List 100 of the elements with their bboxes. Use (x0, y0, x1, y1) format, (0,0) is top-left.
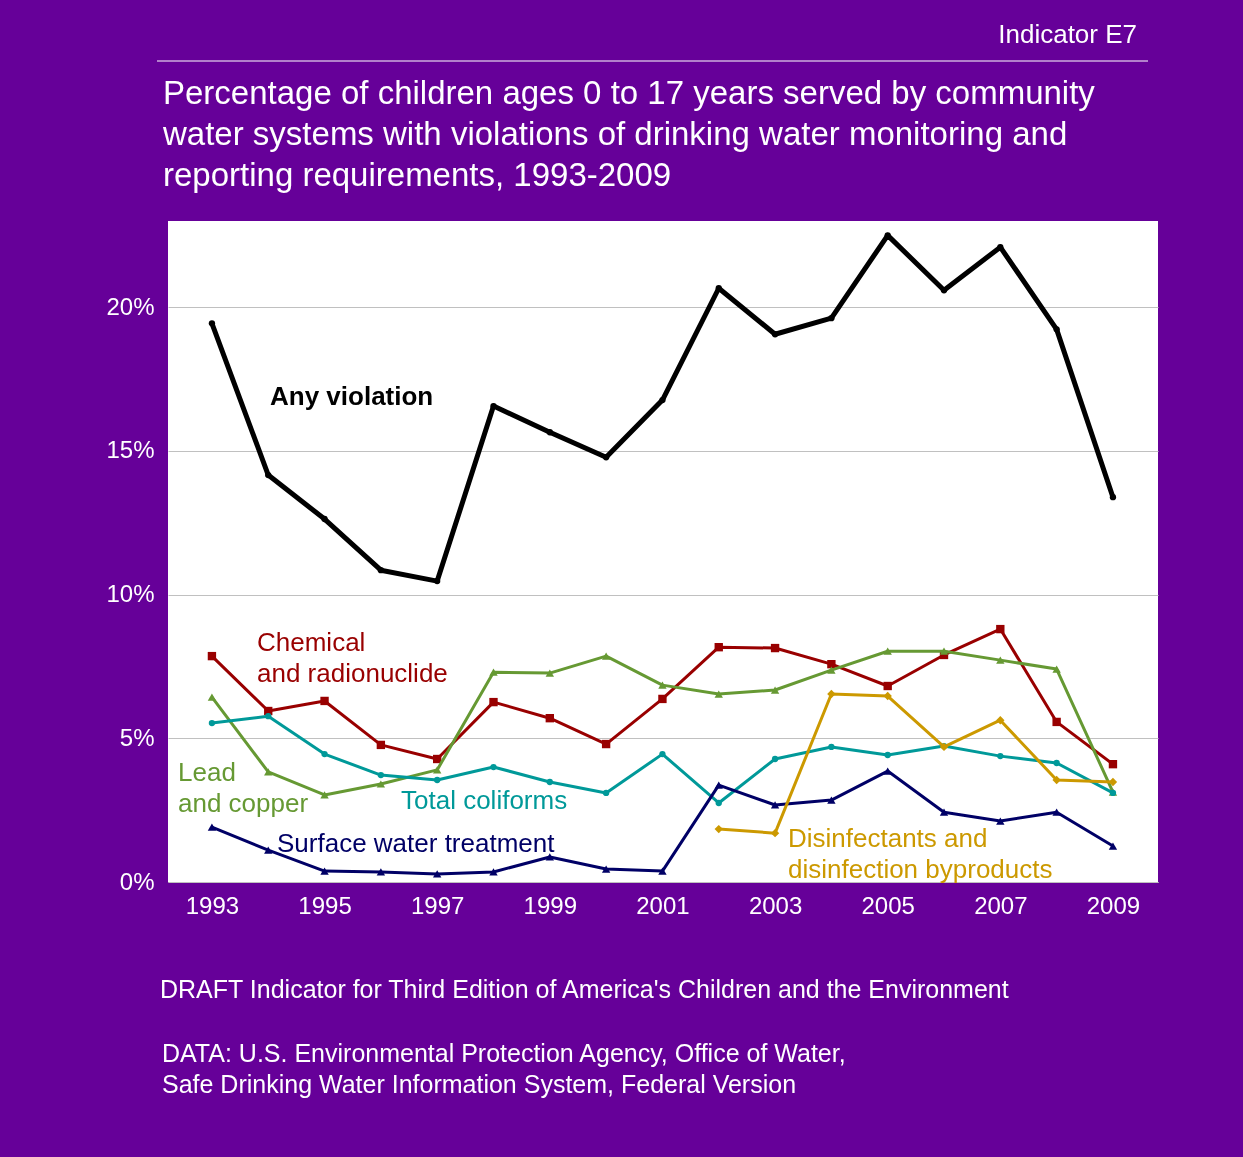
point (1053, 759, 1060, 767)
point (1109, 494, 1117, 501)
point (997, 752, 1004, 760)
x-tick-label: 2007 (974, 891, 1028, 919)
point (207, 651, 217, 661)
point (601, 739, 611, 749)
point (546, 429, 553, 436)
point (770, 686, 780, 694)
point (264, 846, 273, 854)
point (601, 865, 611, 873)
text: DRAFT Indicator for Third Edition of America's Children and the Environment (160, 975, 1009, 1003)
point (658, 694, 667, 704)
point (828, 314, 835, 322)
x-tick-label: 1995 (298, 891, 352, 919)
point (321, 515, 328, 523)
x-tick-label: 2001 (636, 891, 690, 919)
text: DATA: U.S. Environmental Protection Agency, Office of Water, Safe Drinking Water Information System, Federal Version (162, 1039, 846, 1098)
point (601, 652, 611, 660)
x-tick-label: 1997 (410, 891, 465, 919)
point (321, 750, 328, 758)
point (771, 331, 779, 338)
point (884, 751, 891, 759)
point (1108, 759, 1118, 769)
point (715, 799, 722, 807)
point (996, 817, 1005, 825)
point (320, 791, 329, 799)
point (208, 320, 216, 327)
point (207, 823, 217, 831)
series-label: Disinfectants and disinfection byproducts (788, 823, 1053, 884)
text: Indicator E7 (998, 19, 1137, 49)
point (770, 801, 780, 809)
point (264, 768, 273, 776)
point (996, 656, 1005, 664)
y-tick-label: 5% (119, 723, 155, 751)
point (546, 778, 553, 786)
point (377, 771, 385, 779)
point (996, 716, 1005, 725)
point (883, 691, 892, 701)
point (376, 868, 386, 876)
point (996, 624, 1005, 634)
point (490, 763, 497, 771)
point (1053, 326, 1060, 333)
point (434, 776, 441, 784)
point (1052, 717, 1061, 727)
point (545, 853, 554, 861)
point (828, 743, 835, 751)
point (658, 681, 667, 689)
x-tick-label: 2005 (861, 891, 915, 919)
point (602, 454, 610, 461)
point (1052, 665, 1061, 673)
point (827, 689, 836, 699)
chart-title: Percentage of children ages 0 to 17 years served by community water systems with violations of drinking water monitoring and reporting requirements, 1993-2009 (162, 74, 1096, 193)
point (714, 781, 723, 789)
y-tick-label: 10% (106, 580, 155, 608)
series-label: Lead and copper (178, 757, 309, 818)
y-tick-label: 15% (106, 436, 155, 464)
point (208, 719, 216, 727)
y-tick-label: 0% (119, 867, 155, 895)
point (827, 796, 836, 804)
point (433, 766, 442, 774)
x-tick-label: 2009 (1086, 891, 1141, 919)
point (883, 681, 892, 691)
x-tick-label: 1999 (523, 891, 577, 919)
point (489, 697, 498, 707)
point (714, 643, 723, 652)
point (207, 693, 217, 701)
x-tick-label: 2003 (748, 891, 803, 919)
point (714, 824, 723, 834)
point (659, 396, 666, 404)
point (770, 643, 780, 653)
point (265, 713, 272, 720)
series-label: Surface water treatment (277, 828, 556, 858)
point (602, 789, 610, 797)
series-label: Chemical and radionuclide (257, 627, 448, 688)
point (770, 828, 780, 838)
series-label: Total coliforms (401, 785, 568, 815)
point (883, 767, 892, 775)
point (771, 755, 779, 763)
point (1052, 808, 1061, 816)
series-label: Any violation (270, 381, 434, 411)
point (1108, 842, 1118, 850)
point (320, 696, 329, 706)
point (659, 750, 666, 758)
x-tick-label: 1993 (185, 891, 240, 919)
point (883, 647, 892, 655)
point (1052, 775, 1061, 785)
point (827, 666, 836, 674)
point (658, 867, 667, 875)
point (320, 867, 329, 875)
point (939, 808, 949, 816)
point (545, 714, 554, 723)
point (489, 668, 498, 676)
point (434, 577, 441, 585)
point (714, 690, 723, 698)
point (545, 669, 554, 677)
point (489, 868, 498, 876)
point (265, 471, 272, 479)
point (377, 567, 385, 574)
point (939, 647, 949, 655)
point (827, 659, 836, 669)
